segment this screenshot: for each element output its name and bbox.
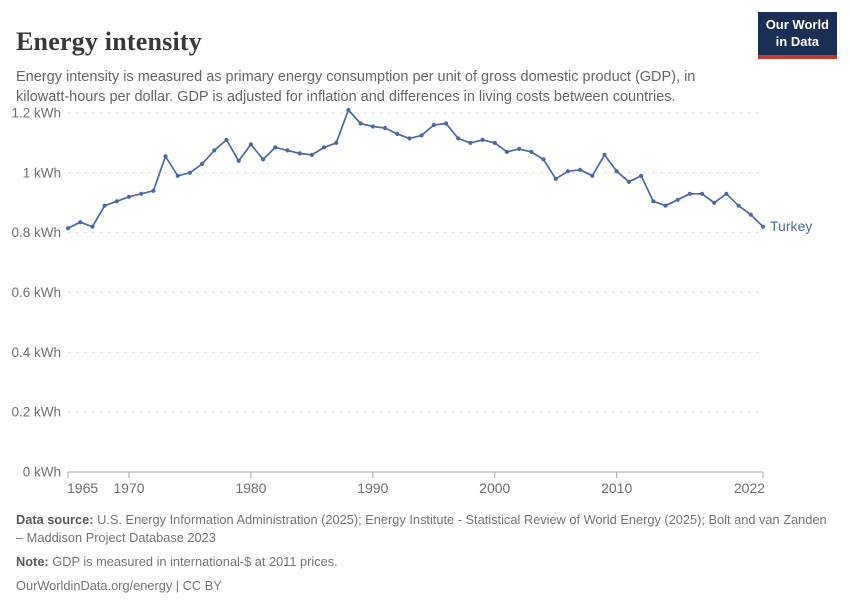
x-tick-label: 1970 [113, 480, 144, 496]
data-point [590, 173, 595, 178]
data-point [614, 169, 619, 174]
series-end-label[interactable]: Turkey [770, 218, 812, 234]
x-tick-label: 2000 [479, 480, 510, 496]
data-point [431, 122, 436, 128]
data-point [699, 191, 705, 196]
data-point [504, 149, 509, 154]
data-point [492, 140, 497, 145]
data-point [200, 161, 205, 166]
data-point [187, 170, 192, 175]
data-point [382, 125, 388, 131]
data-point [102, 203, 107, 208]
y-tick-label: 0.6 kWh [11, 285, 61, 300]
data-point [602, 152, 607, 157]
data-point [151, 188, 156, 193]
data-point [297, 151, 302, 156]
data-point [419, 133, 424, 138]
data-point [456, 136, 461, 141]
owid-logo[interactable]: Our World in Data [757, 12, 837, 59]
data-point [126, 194, 132, 199]
y-tick-label: 0 kWh [23, 465, 61, 480]
data-point [651, 199, 656, 204]
y-tick-label: 0.2 kWh [11, 405, 61, 420]
note-line: Note: GDP is measured in international-$… [16, 553, 836, 571]
data-point [90, 224, 95, 229]
data-point [224, 137, 229, 142]
data-source-line: Data source: U.S. Energy Information Adm… [16, 511, 836, 547]
data-point [541, 157, 546, 162]
owid-logo-line2: in Data [775, 33, 820, 49]
x-tick-label: 1965 [67, 480, 98, 496]
data-point [639, 173, 644, 178]
data-point [236, 158, 241, 163]
data-point [114, 199, 119, 204]
data-point [65, 226, 71, 231]
data-point [578, 167, 583, 172]
data-point [407, 136, 412, 141]
x-tick-label: 1990 [357, 480, 388, 496]
data-point [687, 191, 692, 196]
data-point [334, 140, 339, 145]
y-tick-label: 1 kWh [23, 165, 61, 180]
data-point [163, 154, 168, 159]
page-title: Energy intensity [16, 27, 202, 57]
data-point [736, 203, 741, 208]
license-line[interactable]: OurWorldinData.org/energy | CC BY [16, 578, 222, 594]
x-tick-label: 2022 [734, 480, 765, 496]
data-point [626, 179, 632, 184]
data-point [78, 220, 83, 225]
data-point [565, 169, 571, 174]
data-point [261, 157, 266, 162]
data-point [139, 191, 144, 196]
data-point [273, 145, 278, 150]
x-tick-label: 2010 [601, 480, 632, 496]
data-point [285, 148, 290, 153]
data-point [443, 121, 449, 126]
y-tick-label: 1.2 kWh [11, 106, 61, 121]
data-point [358, 121, 363, 126]
data-point [322, 145, 327, 150]
chart-subtitle: Energy intensity is measured as primary … [16, 68, 696, 105]
data-source-text: U.S. Energy Information Administration (… [16, 512, 827, 546]
data-point [760, 224, 766, 229]
data-point [248, 142, 253, 147]
note-label: Note: [16, 554, 49, 570]
y-tick-label: 0.4 kWh [11, 345, 61, 360]
data-point [553, 176, 558, 181]
data-point [212, 148, 217, 153]
data-point [346, 107, 351, 113]
data-point [675, 197, 680, 202]
trend-line [67, 109, 764, 230]
x-tick-label: 1980 [235, 480, 266, 496]
data-point [468, 140, 473, 145]
data-point [724, 191, 729, 196]
data-point [529, 149, 534, 154]
data-point [517, 146, 522, 151]
note-text: GDP is measured in international-$ at 20… [48, 554, 338, 570]
data-point [309, 152, 314, 157]
owid-logo-line1: Our World [765, 17, 829, 32]
data-point [748, 212, 753, 217]
data-point [480, 137, 485, 142]
y-tick-label: 0.8 kWh [11, 225, 61, 240]
data-point [175, 173, 180, 178]
data-point [395, 131, 400, 136]
data-source-label: Data source: [16, 512, 94, 527]
data-point [370, 124, 375, 129]
data-point [663, 203, 668, 208]
data-point [712, 200, 717, 205]
chart-footer: Data source: U.S. Energy Information Adm… [16, 511, 836, 596]
